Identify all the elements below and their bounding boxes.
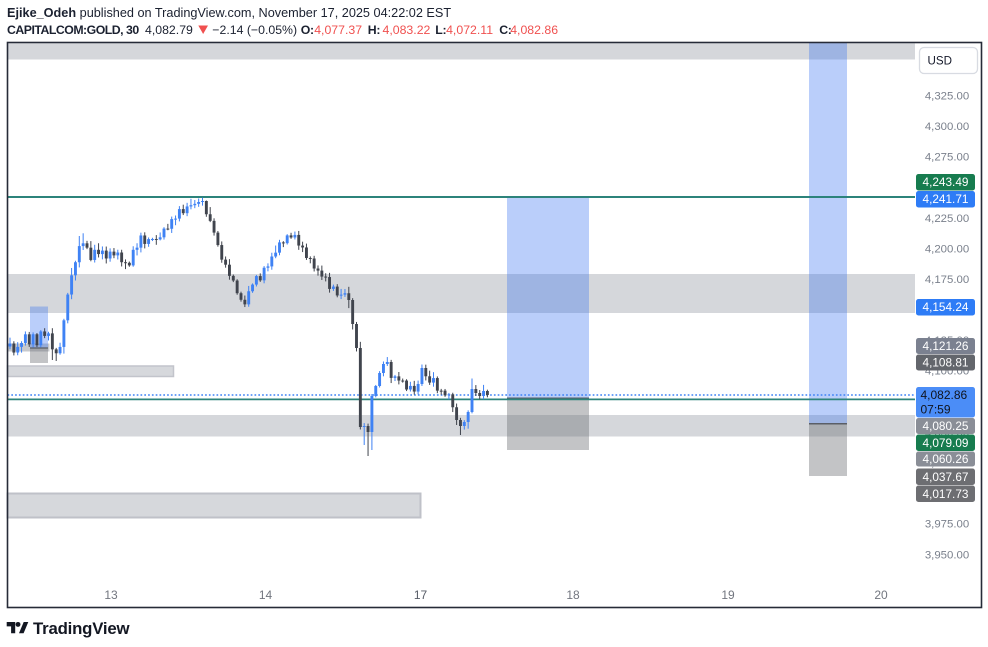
svg-text:19: 19 bbox=[721, 588, 735, 602]
svg-text:Ejike_Odeh published on Tradin: Ejike_Odeh published on TradingView.com,… bbox=[7, 6, 451, 20]
svg-text:4,108.81: 4,108.81 bbox=[923, 356, 969, 370]
svg-text:18: 18 bbox=[566, 588, 580, 602]
svg-text:O:: O: bbox=[301, 23, 314, 37]
svg-text:4,082.86: 4,082.86 bbox=[510, 23, 558, 37]
svg-text:4,037.67: 4,037.67 bbox=[923, 470, 969, 484]
svg-text:4,072.11: 4,072.11 bbox=[446, 23, 493, 37]
svg-text:20: 20 bbox=[874, 588, 888, 602]
svg-text:4,083.22: 4,083.22 bbox=[383, 23, 431, 37]
svg-text:4,017.73: 4,017.73 bbox=[923, 487, 969, 501]
svg-text:CAPITALCOM:GOLD, 30: CAPITALCOM:GOLD, 30 bbox=[7, 23, 139, 37]
svg-text:4,300.00: 4,300.00 bbox=[925, 121, 969, 133]
svg-text:4,243.49: 4,243.49 bbox=[923, 175, 969, 189]
svg-text:4,200.00: 4,200.00 bbox=[925, 243, 969, 255]
svg-text:14: 14 bbox=[259, 588, 273, 602]
svg-text:4,080.25: 4,080.25 bbox=[923, 419, 969, 433]
svg-text:4,077.37: 4,077.37 bbox=[314, 23, 362, 37]
svg-text:07:59: 07:59 bbox=[921, 403, 951, 417]
svg-text:TradingView: TradingView bbox=[33, 619, 130, 638]
svg-text:4,079.09: 4,079.09 bbox=[923, 436, 969, 450]
svg-text:4,060.26: 4,060.26 bbox=[923, 452, 969, 466]
svg-text:3,950.00: 3,950.00 bbox=[925, 549, 969, 561]
svg-text:4,082.86: 4,082.86 bbox=[921, 388, 968, 402]
svg-text:4,241.71: 4,241.71 bbox=[923, 192, 969, 206]
svg-text:17: 17 bbox=[414, 588, 428, 602]
svg-text:4,225.00: 4,225.00 bbox=[925, 213, 969, 225]
svg-text:13: 13 bbox=[104, 588, 118, 602]
svg-text:H:: H: bbox=[368, 23, 380, 37]
svg-text:4,082.79: 4,082.79 bbox=[145, 23, 193, 37]
svg-text:L:: L: bbox=[435, 23, 446, 37]
svg-text:4,325.00: 4,325.00 bbox=[925, 90, 969, 102]
svg-text:4,175.00: 4,175.00 bbox=[925, 274, 969, 286]
svg-text:4,121.26: 4,121.26 bbox=[923, 339, 969, 353]
svg-text:4,154.24: 4,154.24 bbox=[923, 300, 969, 314]
svg-text:C:: C: bbox=[499, 23, 511, 37]
svg-text:3,975.00: 3,975.00 bbox=[925, 519, 969, 531]
svg-text:4,275.00: 4,275.00 bbox=[925, 152, 969, 164]
svg-text:−2.14 (−0.05%): −2.14 (−0.05%) bbox=[212, 23, 297, 37]
svg-text:USD: USD bbox=[928, 55, 952, 68]
